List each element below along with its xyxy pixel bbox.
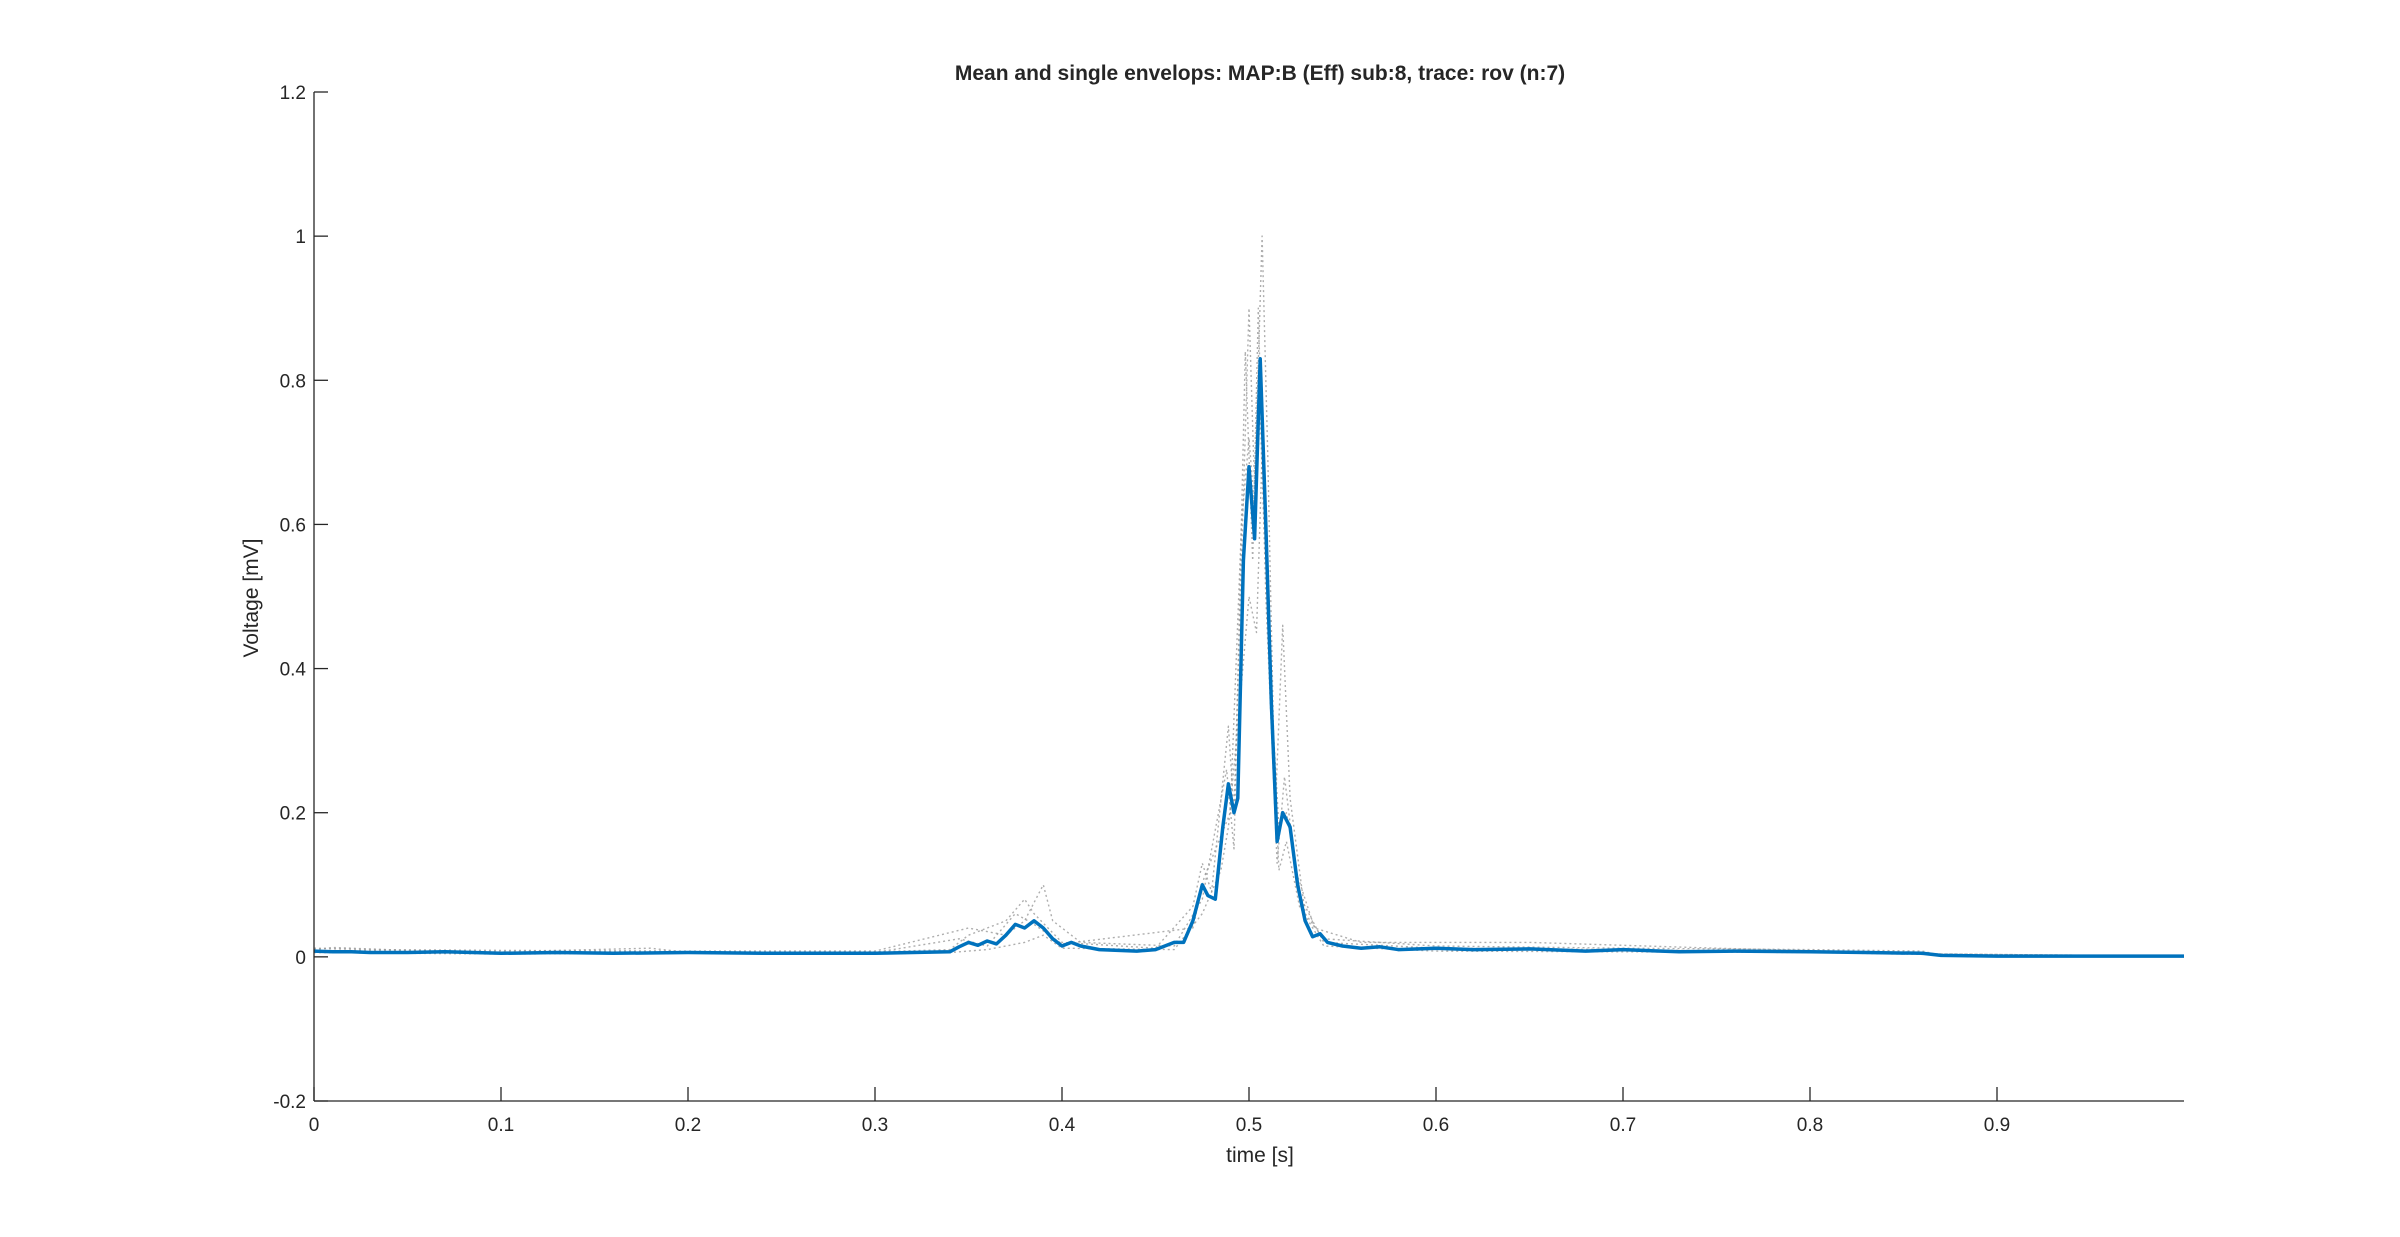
x-tick-label: 0.3 (862, 1115, 888, 1136)
y-tick-label: 1 (295, 227, 306, 248)
single-envelope-line-2 (313, 451, 2185, 957)
single-envelope-line-1 (313, 235, 2185, 957)
x-tick-label: 0.5 (1236, 1115, 1262, 1136)
y-tick-label: 0 (295, 948, 306, 969)
x-tick-label: 0 (309, 1115, 320, 1136)
x-tick-label: 0.2 (675, 1115, 701, 1136)
x-tick-label: 0.6 (1423, 1115, 1449, 1136)
y-axis-label: Voltage [mV] (240, 538, 263, 657)
single-envelope-line-4 (313, 415, 2185, 957)
single-envelope-line-3 (313, 307, 2185, 957)
series-layer (313, 235, 2185, 958)
y-tick-label: 1.2 (280, 83, 306, 104)
mean-envelope-line (313, 356, 2184, 958)
x-tick-label: 0.1 (488, 1115, 514, 1136)
x-tick-label: 0.9 (1984, 1115, 2010, 1136)
chart-title: Mean and single envelops: MAP:B (Eff) su… (955, 62, 1565, 85)
x-tick-label: 0.7 (1610, 1115, 1636, 1136)
x-tick-label: 0.8 (1797, 1115, 1823, 1136)
y-tick-label: 0.2 (280, 804, 306, 825)
y-tick-label: -0.2 (273, 1092, 306, 1113)
x-tick-label: 0.4 (1049, 1115, 1076, 1136)
x-axis-label: time [s] (1226, 1144, 1294, 1167)
y-tick-label: 0.4 (280, 660, 307, 681)
axes-layer: 0 0.1 0.2 0.3 0.4 0.5 0.6 0.7 0.8 0.9-0.200.20.40… (273, 83, 2184, 1136)
y-tick-label: 0.6 (280, 515, 306, 536)
y-tick-label: 0.8 (280, 371, 306, 392)
